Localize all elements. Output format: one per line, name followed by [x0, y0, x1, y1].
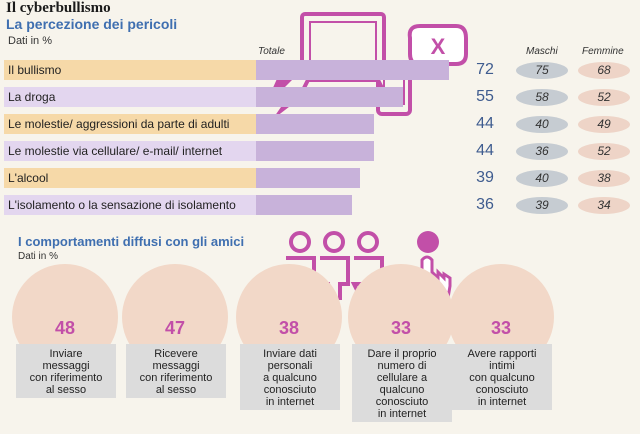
value-total: 44: [476, 142, 494, 159]
description-line: Dare il proprio: [367, 348, 437, 360]
description-line: in internet: [377, 408, 427, 420]
description-line: in internet: [477, 396, 527, 408]
bar-total: [256, 168, 360, 188]
description-line: messaggi: [42, 360, 90, 372]
col-header-total: Totale: [258, 46, 285, 57]
row-label: La droga: [8, 90, 56, 104]
row-label-bg: [4, 87, 256, 107]
value-female: 49: [578, 116, 630, 133]
description-line: Inviare: [49, 348, 83, 360]
bubble-description: Dare il proprio numero di cellulare a qualc…: [352, 348, 452, 420]
description-line: personali: [267, 360, 313, 372]
description-box: [240, 344, 340, 410]
row-label-bg: [4, 195, 256, 215]
description-box: [16, 344, 116, 398]
value-female: 38: [578, 170, 630, 187]
description-line: al sesso: [45, 384, 87, 396]
value-male: 40: [516, 116, 568, 133]
bubble-description: Inviare dati personali a qualcuno conosciut…: [240, 348, 340, 408]
description-line: messaggi: [152, 360, 200, 372]
description-line: numero di: [377, 360, 427, 372]
value-male: 58: [516, 89, 568, 106]
description-box: [352, 344, 452, 422]
description-line: con riferimento: [29, 372, 103, 384]
bubble-description: Ricevere messaggi con riferimento al sesso: [126, 348, 226, 396]
value-male: 40: [516, 170, 568, 187]
description-line: conosciuto: [375, 396, 429, 408]
value-total: 36: [476, 196, 494, 213]
col-header-male: Maschi: [526, 46, 558, 57]
description-line: qualcuno: [379, 384, 425, 396]
row-label: L'alcool: [8, 171, 49, 185]
value-total: 39: [476, 169, 494, 186]
bubble-description: Inviare messaggi con riferimento al sesso: [16, 348, 116, 396]
description-line: Ricevere: [154, 348, 198, 360]
value-female: 68: [578, 62, 630, 79]
bubble-value: 33: [490, 318, 512, 338]
description-line: conosciuto: [475, 384, 529, 396]
bar-total: [256, 60, 449, 80]
value-total: 44: [476, 115, 494, 132]
description-box: [452, 344, 552, 410]
row-label-bg: [4, 141, 256, 161]
bubble-value: 38: [278, 318, 300, 338]
bar-total: [256, 195, 352, 215]
bubble-description: Avere rapporti intimi con qualcuno conosciu…: [452, 348, 552, 408]
value-male: 36: [516, 143, 568, 160]
description-line: con qualcuno: [469, 372, 535, 384]
bar-total: [256, 141, 374, 161]
description-line: cellulare a: [376, 372, 428, 384]
unit-label-perils: Dati in %: [8, 35, 53, 47]
col-header-female: Femmine: [582, 46, 624, 57]
description-line: Avere rapporti: [467, 348, 537, 360]
value-total: 55: [476, 88, 494, 105]
section-title-behaviours: I comportamenti diffusi con gli amici: [18, 234, 245, 249]
description-line: conosciuto: [263, 384, 317, 396]
row-label: Le molestie via cellulare/ e-mail/ inter…: [8, 144, 223, 158]
section-title-perils: La percezione dei pericoli: [6, 16, 178, 32]
description-line: al sesso: [155, 384, 197, 396]
description-line: a qualcuno: [263, 372, 317, 384]
description-line: in internet: [265, 396, 315, 408]
row-label-bg: [4, 60, 256, 80]
value-female: 34: [578, 197, 630, 214]
bubble-value: 48: [54, 318, 76, 338]
bar-total: [256, 114, 374, 134]
bubble-value: 47: [164, 318, 186, 338]
row-label: Le molestie/ aggressioni da parte di adu…: [8, 117, 230, 131]
description-box: [126, 344, 226, 398]
unit-label-behaviours: Dati in %: [18, 251, 59, 262]
row-label: Il bullismo: [8, 63, 62, 77]
value-female: 52: [578, 143, 630, 160]
row-label-bg: [4, 114, 256, 134]
row-label-bg: [4, 168, 256, 188]
value-female: 52: [578, 89, 630, 106]
description-line: Inviare dati: [263, 348, 317, 360]
bubble-value: 33: [390, 318, 412, 338]
bar-total: [256, 87, 403, 107]
svg-text:X: X: [431, 34, 446, 59]
description-line: con riferimento: [139, 372, 213, 384]
value-total: 72: [476, 61, 494, 78]
description-line: intimi: [489, 360, 515, 372]
page-title: Il cyberbullismo: [6, 0, 111, 16]
value-male: 39: [516, 197, 568, 214]
row-label: L'isolamento o la sensazione di isolamen…: [8, 198, 236, 212]
value-male: 75: [516, 62, 568, 79]
